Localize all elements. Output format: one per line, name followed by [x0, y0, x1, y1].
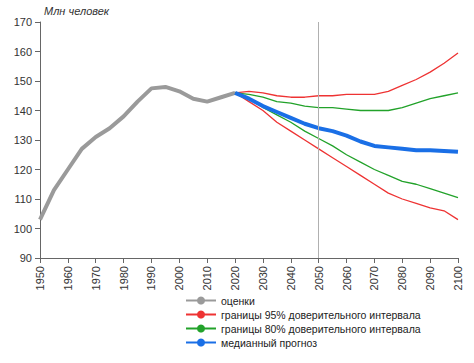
svg-text:160: 160 [14, 46, 32, 58]
svg-text:2080: 2080 [396, 266, 408, 290]
svg-text:1990: 1990 [145, 266, 157, 290]
svg-text:границы 80% доверительного инт: границы 80% доверительного интервала [221, 323, 421, 335]
svg-text:90: 90 [20, 252, 32, 264]
svg-text:170: 170 [14, 16, 32, 28]
svg-text:2060: 2060 [341, 266, 353, 290]
svg-text:Млн человек: Млн человек [44, 5, 110, 17]
svg-text:150: 150 [14, 75, 32, 87]
svg-text:2070: 2070 [368, 266, 380, 290]
svg-text:2040: 2040 [285, 266, 297, 290]
svg-text:медианный прогноз: медианный прогноз [221, 337, 317, 349]
svg-text:2010: 2010 [201, 266, 213, 290]
svg-text:оценки: оценки [221, 295, 255, 307]
svg-text:120: 120 [14, 164, 32, 176]
svg-text:130: 130 [14, 134, 32, 146]
svg-text:1970: 1970 [90, 266, 102, 290]
svg-text:1980: 1980 [118, 266, 130, 290]
svg-text:2090: 2090 [424, 266, 436, 290]
svg-text:140: 140 [14, 105, 32, 117]
svg-text:2100: 2100 [452, 266, 464, 290]
svg-text:2030: 2030 [257, 266, 269, 290]
svg-text:границы 95% доверительного инт: границы 95% доверительного интервала [221, 309, 421, 321]
svg-text:1960: 1960 [62, 266, 74, 290]
svg-text:2050: 2050 [313, 266, 325, 290]
svg-text:2020: 2020 [229, 266, 241, 290]
svg-text:110: 110 [14, 193, 32, 205]
svg-text:100: 100 [14, 223, 32, 235]
svg-text:1950: 1950 [34, 266, 46, 290]
svg-text:2000: 2000 [173, 266, 185, 290]
